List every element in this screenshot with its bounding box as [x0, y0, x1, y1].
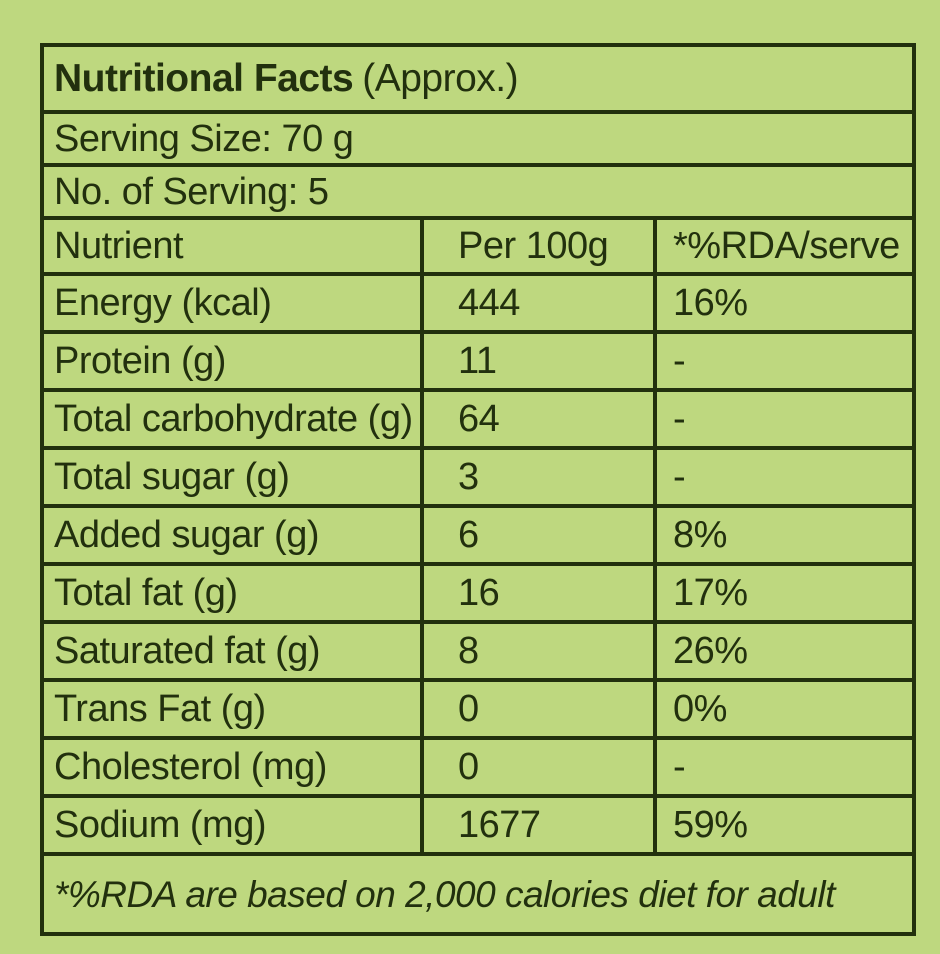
per-100g-value-cell: 444: [420, 276, 653, 330]
rda-value-cell: 0%: [653, 682, 912, 736]
per-100g-value-cell: 64: [420, 392, 653, 446]
table-row: Cholesterol (mg) 0 -: [44, 736, 912, 794]
panel-title-qualifier: (Approx.): [362, 57, 519, 100]
nutrient-name-cell: Total sugar (g): [54, 456, 290, 498]
table-row: Saturated fat (g) 8 26%: [44, 620, 912, 678]
rda-value-cell: 59%: [653, 798, 912, 852]
servings-count-row: No. of Serving: 5: [44, 163, 912, 216]
rda-footnote-text: *%RDA are based on 2,000 calories diet f…: [54, 873, 835, 915]
nutrient-name-cell: Energy (kcal): [54, 282, 272, 324]
nutrient-name-cell: Trans Fat (g): [54, 688, 266, 730]
table-row: Protein (g) 11 -: [44, 330, 912, 388]
nutrient-name-cell: Saturated fat (g): [54, 630, 321, 672]
rda-value-cell: -: [653, 740, 912, 794]
per-100g-value-cell: 8: [420, 624, 653, 678]
serving-size-text: Serving Size: 70 g: [54, 117, 354, 160]
nutrient-name-cell: Cholesterol (mg): [54, 746, 327, 788]
nutrient-table-body: Energy (kcal) 444 16% Protein (g) 11 - T…: [44, 272, 912, 852]
rda-value-cell: 17%: [653, 566, 912, 620]
footnote-row: *%RDA are based on 2,000 calories diet f…: [44, 852, 912, 932]
nutrient-name-cell: Total carbohydrate (g): [54, 398, 413, 440]
per-100g-value-cell: 16: [420, 566, 653, 620]
rda-value-cell: -: [653, 392, 912, 446]
nutrient-name-cell: Added sugar (g): [54, 514, 320, 556]
nutrient-name-cell: Protein (g): [54, 340, 226, 382]
per-100g-value-cell: 11: [420, 334, 653, 388]
nutrient-name-cell: Total fat (g): [54, 572, 238, 614]
rda-value-cell: -: [653, 334, 912, 388]
serving-size-row: Serving Size: 70 g: [44, 110, 912, 163]
rda-value-cell: 8%: [653, 508, 912, 562]
rda-value-cell: 26%: [653, 624, 912, 678]
table-header-row: Nutrient Per 100g *%RDA/serve: [44, 216, 912, 272]
table-row: Trans Fat (g) 0 0%: [44, 678, 912, 736]
table-row: Added sugar (g) 6 8%: [44, 504, 912, 562]
table-row: Total carbohydrate (g) 64 -: [44, 388, 912, 446]
nutrition-facts-panel: Nutritional Facts (Approx.) Serving Size…: [40, 43, 916, 936]
table-row: Energy (kcal) 444 16%: [44, 272, 912, 330]
table-row: Sodium (mg) 1677 59%: [44, 794, 912, 852]
rda-value-cell: 16%: [653, 276, 912, 330]
per-100g-value-cell: 3: [420, 450, 653, 504]
nutrient-name-cell: Sodium (mg): [54, 804, 267, 846]
title-row: Nutritional Facts (Approx.): [44, 47, 912, 110]
panel-title: Nutritional Facts: [54, 57, 354, 100]
per-100g-value-cell: 0: [420, 740, 653, 794]
rda-value-cell: -: [653, 450, 912, 504]
header-rda-per-serve: *%RDA/serve: [653, 220, 912, 272]
table-row: Total fat (g) 16 17%: [44, 562, 912, 620]
header-nutrient: Nutrient: [54, 225, 184, 267]
table-row: Total sugar (g) 3 -: [44, 446, 912, 504]
servings-count-text: No. of Serving: 5: [54, 170, 329, 213]
per-100g-value-cell: 6: [420, 508, 653, 562]
per-100g-value-cell: 0: [420, 682, 653, 736]
per-100g-value-cell: 1677: [420, 798, 653, 852]
header-per-100g: Per 100g: [420, 220, 653, 272]
